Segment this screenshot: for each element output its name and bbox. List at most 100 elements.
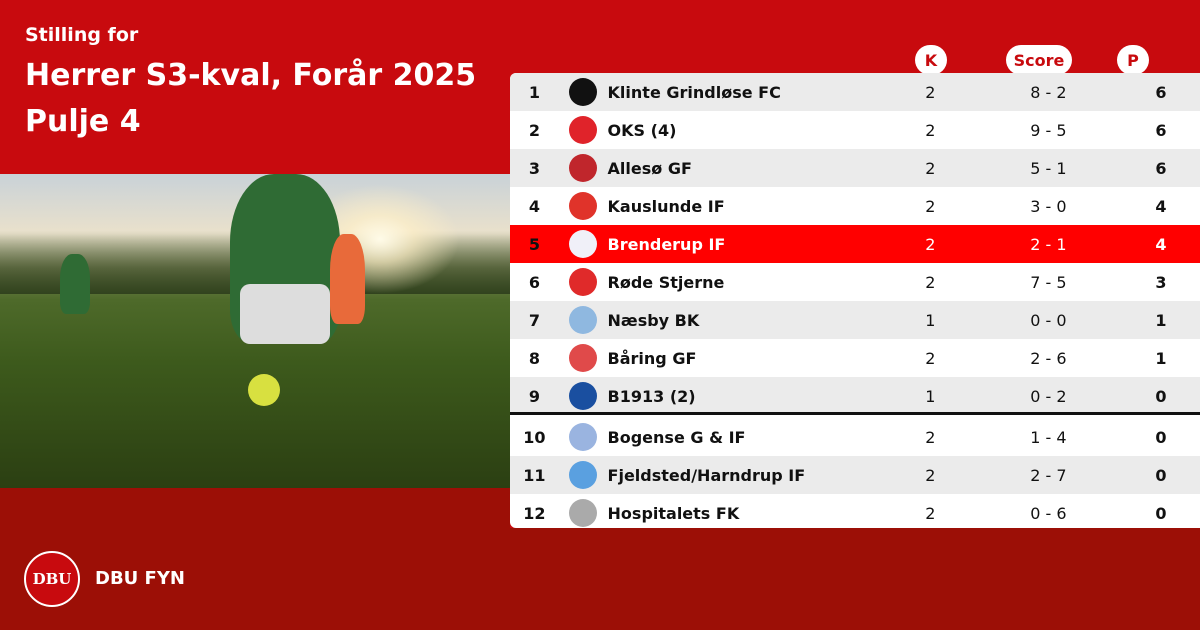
position: 2 — [528, 120, 540, 140]
team-crest-icon — [569, 230, 598, 258]
points: 4 — [1155, 234, 1167, 254]
table-row[interactable]: 5 Brenderup IF 2 2 - 1 4 — [510, 225, 1200, 263]
position: 7 — [528, 310, 540, 330]
position: 9 — [528, 386, 540, 406]
player-3 — [60, 254, 90, 314]
column-header-score: Score — [1006, 45, 1072, 75]
team-logo — [559, 423, 608, 451]
matches-played: 1 — [925, 386, 936, 406]
team-logo — [559, 382, 608, 410]
column-header-k: K — [915, 45, 947, 75]
team-crest-icon — [569, 268, 598, 296]
team-logo — [559, 78, 608, 106]
column-header-p: P — [1117, 45, 1149, 75]
score: 2 - 7 — [1030, 465, 1067, 485]
player-shorts — [240, 284, 330, 344]
team-crest-icon — [569, 382, 598, 410]
subtitle: Stilling for — [25, 24, 139, 46]
team-crest-icon — [569, 461, 598, 489]
team-name[interactable]: B1913 (2) — [607, 386, 696, 406]
score: 0 - 2 — [1030, 386, 1067, 406]
score: 3 - 0 — [1030, 196, 1067, 216]
team-logo — [559, 192, 608, 220]
position: 8 — [528, 348, 540, 368]
matches-played: 2 — [925, 196, 936, 216]
table-row[interactable]: 4 Kauslunde IF 2 3 - 0 4 — [510, 187, 1200, 225]
points: 3 — [1155, 272, 1167, 292]
score: 2 - 6 — [1030, 348, 1067, 368]
position: 11 — [523, 465, 546, 485]
team-name[interactable]: Allesø GF — [607, 158, 692, 178]
points: 0 — [1155, 465, 1167, 485]
team-logo — [559, 461, 608, 489]
points: 0 — [1155, 427, 1167, 447]
matches-played: 2 — [925, 465, 936, 485]
team-logo — [559, 230, 608, 258]
score: 5 - 1 — [1030, 158, 1067, 178]
matches-played: 2 — [925, 427, 936, 447]
score: 9 - 5 — [1030, 120, 1067, 140]
matches-played: 1 — [925, 310, 936, 330]
team-crest-icon — [569, 344, 598, 372]
position: 6 — [528, 272, 540, 292]
points: 1 — [1155, 348, 1167, 368]
score: 2 - 1 — [1030, 234, 1067, 254]
position: 3 — [528, 158, 540, 178]
matches-played: 2 — [925, 158, 936, 178]
table-row[interactable]: 6 Røde Stjerne 2 7 - 5 3 — [510, 263, 1200, 301]
team-name[interactable]: Næsby BK — [607, 310, 700, 330]
table-row[interactable]: 2 OKS (4) 2 9 - 5 6 — [510, 111, 1200, 149]
qualification-divider — [510, 412, 1200, 415]
team-crest-icon — [569, 78, 598, 106]
points: 0 — [1155, 503, 1167, 523]
football-photo — [0, 174, 510, 488]
score: 0 - 0 — [1030, 310, 1067, 330]
page-title: Herrer S3-kval, Forår 2025 — [25, 58, 477, 93]
team-name[interactable]: Kauslunde IF — [607, 196, 725, 216]
team-name[interactable]: Hospitalets FK — [607, 503, 740, 523]
team-logo — [559, 499, 608, 527]
points: 6 — [1155, 158, 1167, 178]
matches-played: 2 — [925, 348, 936, 368]
points: 6 — [1155, 82, 1167, 102]
matches-played: 2 — [925, 120, 936, 140]
points: 4 — [1155, 196, 1167, 216]
table-row[interactable]: 7 Næsby BK 1 0 - 0 1 — [510, 301, 1200, 339]
score: 1 - 4 — [1030, 427, 1067, 447]
team-name[interactable]: Brenderup IF — [607, 234, 726, 254]
table-row[interactable]: 3 Allesø GF 2 5 - 1 6 — [510, 149, 1200, 187]
table-row[interactable]: 12 Hospitalets FK 2 0 - 6 0 — [510, 494, 1200, 528]
team-logo — [559, 154, 608, 182]
position: 4 — [528, 196, 540, 216]
team-logo — [559, 344, 608, 372]
score: 0 - 6 — [1030, 503, 1067, 523]
dbu-logo: DBU — [24, 551, 80, 607]
team-name[interactable]: Røde Stjerne — [607, 272, 725, 292]
player-2 — [330, 234, 365, 324]
table-row[interactable]: 1 Klinte Grindløse FC 2 8 - 2 6 — [510, 73, 1200, 111]
team-name[interactable]: Båring GF — [607, 348, 697, 368]
dbu-logo-text: DBU — [32, 570, 72, 588]
matches-played: 2 — [925, 503, 936, 523]
team-name[interactable]: Bogense G & IF — [607, 427, 746, 447]
table-row[interactable]: 9 B1913 (2) 1 0 - 2 0 — [510, 377, 1200, 415]
team-crest-icon — [569, 306, 598, 334]
position: 12 — [523, 503, 546, 523]
position: 5 — [528, 234, 540, 254]
score: 7 - 5 — [1030, 272, 1067, 292]
team-name[interactable]: Klinte Grindløse FC — [607, 82, 781, 102]
pool-title: Pulje 4 — [25, 104, 141, 139]
table-row[interactable]: 8 Båring GF 2 2 - 6 1 — [510, 339, 1200, 377]
matches-played: 2 — [925, 234, 936, 254]
points: 1 — [1155, 310, 1167, 330]
team-crest-icon — [569, 192, 598, 220]
team-name[interactable]: Fjeldsted/Harndrup IF — [607, 465, 806, 485]
matches-played: 2 — [925, 82, 936, 102]
table-row[interactable]: 11 Fjeldsted/Harndrup IF 2 2 - 7 0 — [510, 456, 1200, 494]
table-row[interactable]: 10 Bogense G & IF 2 1 - 4 0 — [510, 418, 1200, 456]
team-crest-icon — [569, 154, 598, 182]
score: 8 - 2 — [1030, 82, 1067, 102]
points: 0 — [1155, 386, 1167, 406]
team-name[interactable]: OKS (4) — [607, 120, 677, 140]
